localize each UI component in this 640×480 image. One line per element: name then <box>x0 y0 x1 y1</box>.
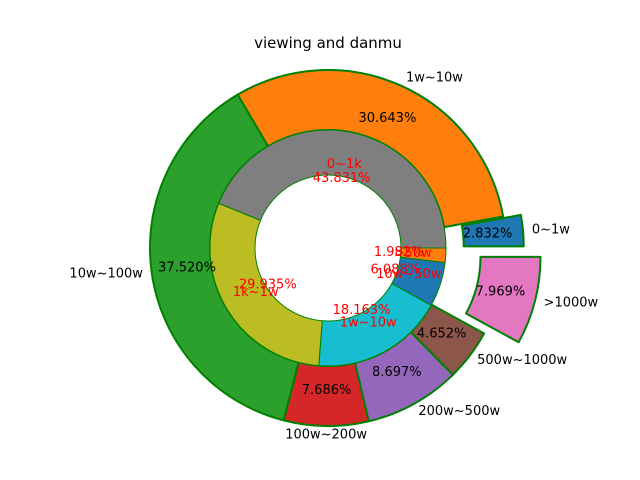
inner-slice-1k-to-1w <box>209 202 323 367</box>
inner-pct-10w-to-50w: 6.088% <box>371 262 421 277</box>
outer-pct-1w-to-10w: 30.643% <box>358 111 416 126</box>
inner-pct-0-to-1k: 43.831% <box>313 171 371 186</box>
outer-label-10w-to-100w: 10w~100w <box>69 267 143 282</box>
chart-title: viewing and danmu <box>254 34 402 52</box>
inner-label-1k-to-1w: 1k~1w <box>233 285 279 300</box>
outer-pct-500w-to-1000w: 4.652% <box>417 326 467 341</box>
outer-pct-gt-1000w: 7.969% <box>476 285 526 300</box>
outer-slice-0-to-1w <box>460 213 525 248</box>
inner-pct-gt-50w: 1.982% <box>374 245 424 260</box>
outer-ring <box>149 69 542 427</box>
outer-label-100w-to-200w: 100w~200w <box>285 427 367 442</box>
slice-labels: 0~1w 2.832% 1w~10w 30.643% 10w~100w 37.520% 10… <box>69 71 598 443</box>
outer-label-1w-to-10w: 1w~10w <box>406 71 463 86</box>
inner-label-gt-50w: >50w <box>394 246 432 261</box>
outer-label-500w-to-1000w: 500w~1000w <box>477 353 567 368</box>
outer-label-gt-1000w: >1000w <box>544 296 599 311</box>
outer-slice-gt-1000w <box>465 255 542 344</box>
inner-pct-1k-to-1w: 29.935% <box>239 278 297 293</box>
outer-pct-100w-to-200w: 7.686% <box>302 383 352 398</box>
outer-label-200w-to-500w: 200w~500w <box>418 404 500 419</box>
inner-label-1w-to-10w: 1w~10w <box>340 315 397 330</box>
inner-ring <box>209 129 447 367</box>
outer-pct-0-to-1w: 2.832% <box>463 226 513 241</box>
inner-pct-1w-to-10w: 18.163% <box>333 303 391 318</box>
inner-slice-gt-50w <box>399 247 447 264</box>
inner-slice-0-to-1k <box>218 129 447 249</box>
inner-label-0-to-1k: 0~1k <box>327 157 362 172</box>
outer-pct-200w-to-500w: 8.697% <box>372 365 422 380</box>
inner-label-10w-to-50w: 10w~50w <box>376 267 442 282</box>
outer-pct-10w-to-100w: 37.520% <box>158 260 216 275</box>
outer-label-0-to-1w: 0~1w <box>532 222 570 237</box>
